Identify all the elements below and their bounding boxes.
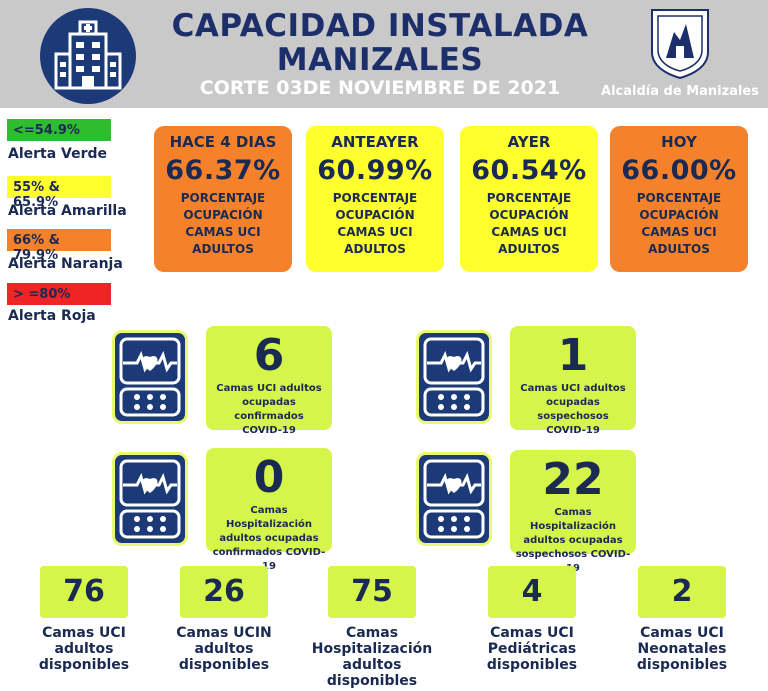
- stat-desc-line: Camas Hospitalización: [225, 505, 313, 530]
- card-sub-line: OCUPACIÓN: [335, 208, 415, 222]
- available-hosp-adults-label: Camas Hospitalización adultos disponible…: [302, 625, 442, 689]
- available-uci-adults-value: 76: [40, 566, 128, 618]
- card-sub-line: CAMAS UCI: [337, 225, 413, 239]
- label-line: disponibles: [178, 657, 270, 673]
- header-banner: CAPACIDAD INSTALADA MANIZALES CORTE 03DE…: [0, 0, 768, 108]
- page-title-line2: MANIZALES: [276, 42, 484, 78]
- label-line: disponibles: [486, 657, 578, 673]
- available-ucin-adults-value: 26: [180, 566, 268, 618]
- stat-desc-line: adultos ocupadas: [523, 535, 623, 546]
- card-sub-line: PORCENTAJE: [180, 191, 266, 205]
- available-hosp-adults-value: 75: [328, 566, 416, 618]
- legend-chip-green: <=54.9%: [6, 118, 112, 142]
- available-ucin-adults-label: Camas UCIN adultos disponibles: [160, 625, 288, 673]
- legend-label-red: Alerta Roja: [8, 308, 96, 324]
- label-line: Hospitalización: [311, 641, 433, 657]
- card-sub-line: ADULTOS: [344, 242, 406, 256]
- stat-desc-line: confirmados COVID-19: [212, 547, 326, 572]
- label-line: Neonatales: [637, 641, 727, 657]
- label-line: adultos: [54, 641, 114, 657]
- card-sub-line: ADULTOS: [648, 242, 710, 256]
- card-sub-line: CAMAS UCI: [641, 225, 717, 239]
- card-sub-line: PORCENTAJE: [636, 191, 722, 205]
- card-value: 66.37%: [165, 155, 281, 186]
- card-value: 66.00%: [621, 155, 737, 186]
- card-sub-line: OCUPACIÓN: [183, 208, 263, 222]
- label-line: disponibles: [636, 657, 728, 673]
- available-uci-neonatal-label: Camas UCI Neonatales disponibles: [618, 625, 746, 673]
- hospital-building-icon: [40, 8, 136, 104]
- stat-desc-line: COVID-19: [242, 425, 296, 436]
- label-line: disponibles: [38, 657, 130, 673]
- card-sub-line: OCUPACIÓN: [489, 208, 569, 222]
- legend-label-green: Alerta Verde: [8, 146, 108, 162]
- legend-label-yellow: Alerta Amarilla: [8, 203, 127, 219]
- available-uci-pediatric-value: 4: [488, 566, 576, 618]
- card-sub-line: CAMAS UCI: [491, 225, 567, 239]
- stat-value: 22: [542, 454, 604, 505]
- stat-desc-line: Camas UCI adultos: [520, 383, 626, 394]
- legend-label-orange: Alerta Naranja: [8, 256, 123, 272]
- card-value: 60.99%: [317, 155, 433, 186]
- label-line: disponibles: [326, 673, 418, 689]
- card-title: AYER: [507, 133, 551, 151]
- card-title: HOY: [661, 133, 697, 151]
- stat-value: 6: [253, 330, 285, 381]
- card-title: HACE 4 DIAS: [169, 133, 277, 151]
- card-sub-line: OCUPACIÓN: [639, 208, 719, 222]
- card-value: 60.54%: [471, 155, 587, 186]
- card-sub-line: CAMAS UCI: [185, 225, 261, 239]
- stat-hosp-confirmed: 0 Camas Hospitalización adultos ocupadas…: [206, 448, 332, 572]
- occupancy-card-yesterday: AYER 60.54% PORCENTAJE OCUPACIÓN CAMAS U…: [460, 126, 598, 272]
- legend-chip-yellow: 55% & 65.9%: [6, 175, 112, 210]
- stat-desc-line: adultos ocupadas: [219, 533, 319, 544]
- card-sub-line: PORCENTAJE: [486, 191, 572, 205]
- card-sub-line: ADULTOS: [498, 242, 560, 256]
- label-line: adultos: [194, 641, 254, 657]
- card-sub-line: PORCENTAJE: [332, 191, 418, 205]
- label-line: Pediátricas: [487, 641, 577, 657]
- card-title: ANTEAYER: [331, 133, 419, 151]
- label-line: adultos: [342, 657, 402, 673]
- occupancy-card-day-before-yesterday: ANTEAYER 60.99% PORCENTAJE OCUPACIÓN CAM…: [306, 126, 444, 272]
- stat-desc-line: ocupadas confirmados: [234, 397, 304, 422]
- legend-chip-orange: 66% & 79.9%: [6, 228, 112, 263]
- card-sub-line: ADULTOS: [192, 242, 254, 256]
- stat-value: 1: [557, 330, 589, 381]
- label-line: Camas UCI: [42, 625, 126, 641]
- stat-desc-line: Camas UCI adultos: [216, 383, 322, 394]
- report-date: CORTE 03DE NOVIEMBRE DE 2021: [199, 77, 561, 99]
- heart-monitor-icon: [416, 452, 492, 546]
- heart-monitor-icon: [416, 330, 492, 424]
- logo-caption: Alcaldía de Manizales: [601, 84, 759, 99]
- stat-desc-line: COVID-19: [546, 425, 600, 436]
- label-line: Camas UCI: [640, 625, 724, 641]
- stat-desc-line: Camas Hospitalización: [529, 507, 617, 532]
- label-line: Camas UCIN: [176, 625, 272, 641]
- heart-monitor-icon: [112, 452, 188, 546]
- available-uci-pediatric-label: Camas UCI Pediátricas disponibles: [468, 625, 596, 673]
- available-uci-adults-label: Camas UCI adultos disponibles: [20, 625, 148, 673]
- stat-hosp-suspected: 22 Camas Hospitalización adultos ocupada…: [510, 450, 636, 574]
- stat-uci-confirmed: 6 Camas UCI adultos ocupadas confirmados…: [206, 326, 332, 436]
- heart-monitor-icon: [112, 330, 188, 424]
- page-title-line1: CAPACIDAD INSTALADA: [171, 8, 589, 44]
- occupancy-card-4-days-ago: HACE 4 DIAS 66.37% PORCENTAJE OCUPACIÓN …: [154, 126, 292, 272]
- label-line: Camas UCI: [490, 625, 574, 641]
- available-uci-neonatal-value: 2: [638, 566, 726, 618]
- legend-chip-red: > =80%: [6, 282, 112, 306]
- occupancy-card-today: HOY 66.00% PORCENTAJE OCUPACIÓN CAMAS UC…: [610, 126, 748, 272]
- stat-value: 0: [253, 452, 285, 503]
- label-line: Camas: [345, 625, 399, 641]
- stat-uci-suspected: 1 Camas UCI adultos ocupadas sospechosos…: [510, 326, 636, 436]
- stat-desc-line: ocupadas sospechosos: [537, 397, 609, 422]
- city-shield-logo: [651, 9, 709, 80]
